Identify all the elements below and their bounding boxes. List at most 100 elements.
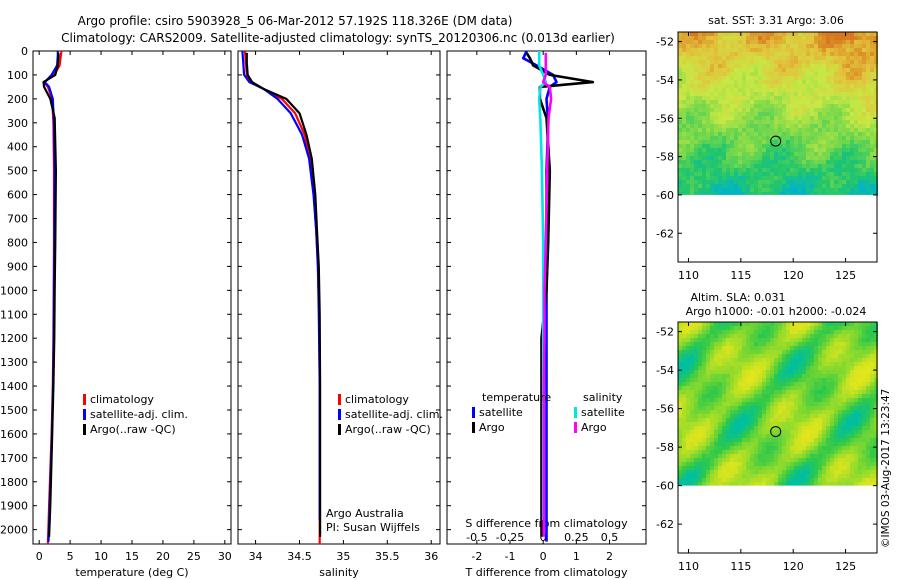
map-cell — [850, 350, 854, 354]
map-cell — [786, 430, 790, 434]
map-cell — [790, 76, 794, 80]
map-cell — [786, 56, 790, 60]
map-cell — [822, 474, 826, 478]
map-cell — [838, 418, 842, 422]
map-cell — [730, 44, 734, 48]
map-cell — [782, 430, 786, 434]
map-cell — [818, 96, 822, 100]
map-cell — [694, 72, 698, 76]
map-cell — [686, 458, 690, 462]
map-cell — [762, 96, 766, 100]
map-cell — [734, 466, 738, 470]
map-cell — [826, 164, 830, 168]
map-cell — [718, 470, 722, 474]
map-cell — [730, 128, 734, 132]
map-cell — [702, 76, 706, 80]
map-cell — [806, 418, 810, 422]
map-cell — [866, 32, 870, 36]
map-cell — [702, 458, 706, 462]
map-cell — [778, 394, 782, 398]
map-cell — [866, 390, 870, 394]
map-cell — [794, 342, 798, 346]
map-cell — [862, 80, 866, 84]
map-cell — [742, 358, 746, 362]
map-cell — [794, 358, 798, 362]
map-cell — [718, 466, 722, 470]
map-cell — [698, 354, 702, 358]
map-cell — [774, 334, 778, 338]
map-cell — [830, 426, 834, 430]
map-cell — [866, 366, 870, 370]
map-cell — [794, 330, 798, 334]
map-cell — [710, 164, 714, 168]
map-cell — [870, 390, 874, 394]
map-cell — [810, 32, 814, 36]
map-cell — [814, 406, 818, 410]
map-cell — [798, 32, 802, 36]
map-cell — [738, 410, 742, 414]
map-cell — [854, 398, 858, 402]
map-cell — [830, 32, 834, 36]
map-cell — [738, 72, 742, 76]
map-cell — [826, 156, 830, 160]
map-cell — [754, 100, 758, 104]
map-cell — [826, 44, 830, 48]
map-cell — [690, 152, 694, 156]
map-cell — [730, 120, 734, 124]
map-cell — [746, 334, 750, 338]
map-cell — [826, 458, 830, 462]
map-cell — [810, 350, 814, 354]
map-cell — [834, 92, 838, 96]
map-cell — [746, 92, 750, 96]
map-cell — [842, 96, 846, 100]
map-cell — [850, 132, 854, 136]
map-cell — [710, 136, 714, 140]
map-cell — [874, 136, 878, 140]
map-cell — [762, 346, 766, 350]
map-cell — [838, 406, 842, 410]
map-cell — [682, 434, 686, 438]
map-cell — [798, 96, 802, 100]
map-cell — [778, 374, 782, 378]
map-cell — [838, 446, 842, 450]
map-cell — [834, 350, 838, 354]
map-cell — [794, 44, 798, 48]
map-cell — [770, 430, 774, 434]
map-cell — [862, 136, 866, 140]
map-cell — [778, 454, 782, 458]
map-cell — [718, 48, 722, 52]
map-cell — [750, 386, 754, 390]
map-cell — [718, 192, 722, 196]
map-cell — [714, 402, 718, 406]
map-cell — [778, 398, 782, 402]
map-cell — [826, 184, 830, 188]
map-cell — [714, 80, 718, 84]
map-cell — [850, 68, 854, 72]
map-cell — [758, 188, 762, 192]
map-cell — [854, 402, 858, 406]
map-cell — [742, 76, 746, 80]
map-cell — [722, 120, 726, 124]
map-cell — [794, 88, 798, 92]
map-cell — [766, 390, 770, 394]
map-cell — [698, 164, 702, 168]
map-cell — [802, 410, 806, 414]
map-cell — [822, 438, 826, 442]
map-cell — [706, 164, 710, 168]
map-cell — [682, 84, 686, 88]
map-cell — [770, 482, 774, 486]
map-cell — [678, 64, 682, 68]
map-cell — [690, 342, 694, 346]
map-cell — [830, 156, 834, 160]
map-cell — [798, 382, 802, 386]
map-cell — [678, 426, 682, 430]
map-cell — [706, 334, 710, 338]
map-cell — [770, 370, 774, 374]
map-cell — [842, 108, 846, 112]
temperature-series-2 — [42, 52, 60, 537]
map-cell — [786, 160, 790, 164]
map-cell — [810, 100, 814, 104]
map-cell — [726, 470, 730, 474]
map-cell — [698, 362, 702, 366]
map-cell — [874, 164, 878, 168]
